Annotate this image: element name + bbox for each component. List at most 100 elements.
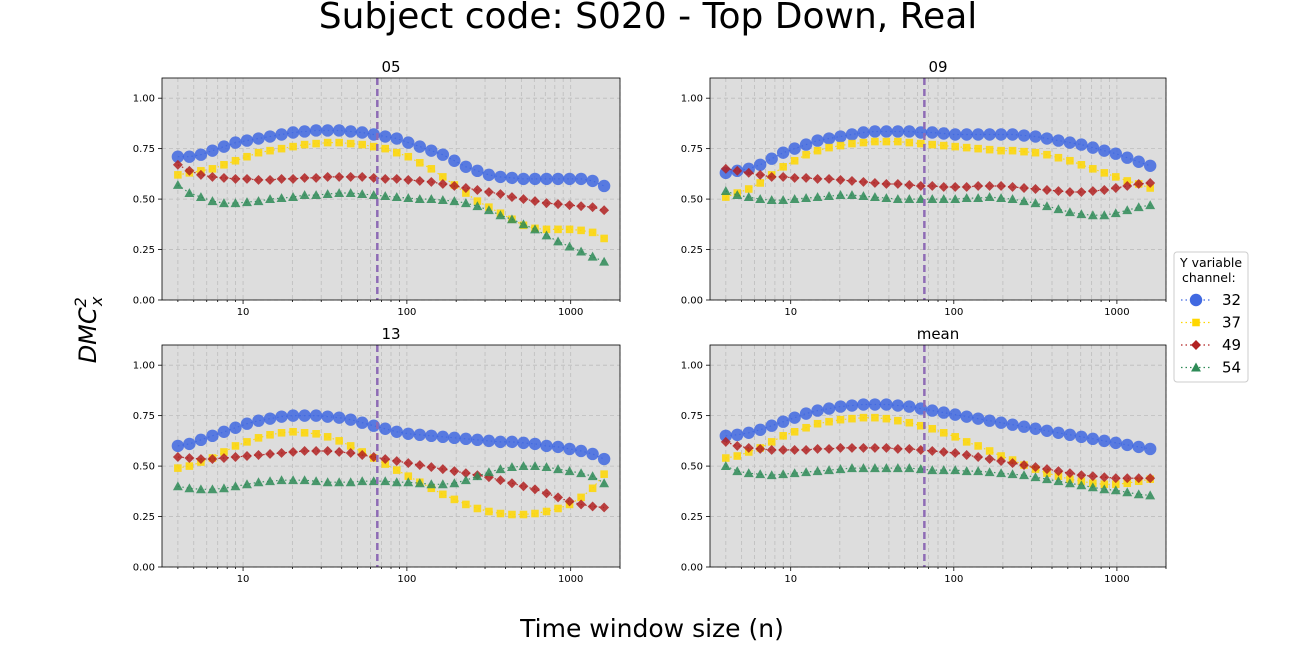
data-point xyxy=(847,190,857,200)
data-point xyxy=(1122,473,1133,484)
data-point xyxy=(266,431,274,439)
data-point xyxy=(904,194,915,204)
data-point xyxy=(812,466,823,476)
data-point xyxy=(172,180,183,189)
data-point xyxy=(755,443,766,454)
data-point xyxy=(254,148,263,157)
legend-marker xyxy=(1191,340,1201,350)
data-point xyxy=(230,481,241,491)
data-point xyxy=(576,246,587,256)
data-point xyxy=(1006,128,1019,141)
legend-entry-54: 54 xyxy=(1181,359,1241,377)
data-point xyxy=(996,468,1007,478)
data-point xyxy=(858,191,869,201)
data-point xyxy=(766,195,777,205)
data-point xyxy=(937,127,950,140)
data-point xyxy=(744,185,753,193)
data-point xyxy=(732,165,743,176)
data-point xyxy=(334,188,345,197)
data-point xyxy=(857,398,870,411)
y-axis-label-sub: x xyxy=(87,296,106,307)
data-point xyxy=(174,171,182,179)
data-point xyxy=(881,179,892,189)
data-point xyxy=(542,507,551,516)
svg-text:DMC2x: DMC2x xyxy=(71,296,106,363)
data-point xyxy=(834,400,847,413)
data-point xyxy=(381,460,390,468)
data-point xyxy=(812,192,823,202)
data-point xyxy=(776,415,790,428)
series-line-37 xyxy=(725,417,1151,485)
data-point xyxy=(904,180,915,190)
y-tick-label: 0.25 xyxy=(133,245,155,256)
data-point xyxy=(172,159,183,170)
data-point xyxy=(824,173,834,184)
data-point xyxy=(743,192,754,202)
data-point xyxy=(824,465,834,475)
data-point xyxy=(766,444,777,455)
data-point xyxy=(1076,187,1087,197)
data-point xyxy=(801,467,812,477)
data-point xyxy=(184,165,195,176)
data-point xyxy=(277,144,286,153)
data-point xyxy=(462,500,470,509)
y-tick-label: 0.00 xyxy=(681,296,703,307)
data-point xyxy=(311,172,322,183)
data-point xyxy=(1064,478,1075,488)
subplot-title: mean xyxy=(917,325,960,343)
data-point xyxy=(299,475,310,485)
y-axis-label-sup: 2 xyxy=(71,297,90,307)
data-point xyxy=(563,442,576,456)
data-point xyxy=(1006,418,1019,431)
legend-entry-32: 32 xyxy=(1181,291,1241,309)
data-point xyxy=(288,447,299,457)
data-point xyxy=(242,173,252,184)
data-point xyxy=(845,128,859,141)
data-point xyxy=(1075,138,1088,151)
data-point xyxy=(813,146,822,155)
data-point xyxy=(518,219,529,229)
plot-frame xyxy=(161,77,621,301)
data-point xyxy=(847,175,857,186)
data-point xyxy=(1030,198,1041,208)
data-point xyxy=(720,461,731,471)
data-point xyxy=(507,462,517,472)
data-point xyxy=(449,466,460,477)
data-point xyxy=(1042,464,1052,475)
data-point xyxy=(518,194,529,205)
data-point xyxy=(392,148,401,157)
data-point xyxy=(1040,132,1054,145)
data-point xyxy=(788,142,801,155)
data-point xyxy=(288,475,299,485)
data-point xyxy=(938,194,949,204)
data-point xyxy=(779,432,787,440)
data-point xyxy=(390,425,403,438)
data-point xyxy=(743,167,754,178)
data-point xyxy=(799,407,813,420)
data-point xyxy=(927,194,938,204)
data-point xyxy=(586,174,599,188)
data-point xyxy=(1054,153,1063,162)
data-point xyxy=(219,483,229,493)
data-point xyxy=(437,464,448,475)
data-point xyxy=(450,495,459,504)
data-point xyxy=(882,414,891,423)
data-point xyxy=(309,124,323,137)
data-point xyxy=(276,193,287,203)
data-point xyxy=(528,172,542,186)
data-point xyxy=(172,452,183,462)
data-point xyxy=(230,452,241,462)
plot-frame xyxy=(161,344,621,568)
data-point xyxy=(1019,460,1029,471)
data-point xyxy=(1064,187,1075,197)
data-point xyxy=(822,132,836,145)
data-point xyxy=(390,132,403,145)
data-point xyxy=(171,150,185,163)
x-tick-label: 1000 xyxy=(558,574,583,585)
data-point xyxy=(551,440,565,454)
legend-marker xyxy=(1192,318,1200,327)
data-point xyxy=(778,195,789,205)
data-point xyxy=(379,130,392,143)
data-point xyxy=(1007,194,1018,204)
data-point xyxy=(937,406,950,419)
